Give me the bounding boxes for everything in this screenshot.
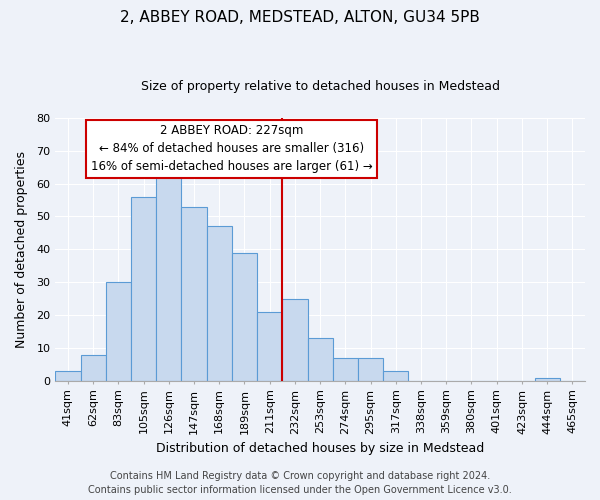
- Bar: [80, 354, 106, 381]
- Bar: [383, 371, 409, 381]
- Bar: [535, 378, 560, 381]
- Bar: [358, 358, 383, 381]
- Text: Contains HM Land Registry data © Crown copyright and database right 2024.
Contai: Contains HM Land Registry data © Crown c…: [88, 471, 512, 495]
- Text: 2 ABBEY ROAD: 227sqm
← 84% of detached houses are smaller (316)
16% of semi-deta: 2 ABBEY ROAD: 227sqm ← 84% of detached h…: [91, 124, 373, 174]
- Bar: [156, 170, 181, 381]
- Bar: [106, 282, 131, 381]
- Bar: [131, 196, 156, 381]
- Y-axis label: Number of detached properties: Number of detached properties: [15, 151, 28, 348]
- Bar: [257, 312, 283, 381]
- Text: 2, ABBEY ROAD, MEDSTEAD, ALTON, GU34 5PB: 2, ABBEY ROAD, MEDSTEAD, ALTON, GU34 5PB: [120, 10, 480, 25]
- Bar: [206, 226, 232, 381]
- Bar: [283, 298, 308, 381]
- Bar: [181, 206, 206, 381]
- Bar: [308, 338, 333, 381]
- Title: Size of property relative to detached houses in Medstead: Size of property relative to detached ho…: [140, 80, 500, 93]
- X-axis label: Distribution of detached houses by size in Medstead: Distribution of detached houses by size …: [156, 442, 484, 455]
- Bar: [55, 371, 80, 381]
- Bar: [333, 358, 358, 381]
- Bar: [232, 252, 257, 381]
